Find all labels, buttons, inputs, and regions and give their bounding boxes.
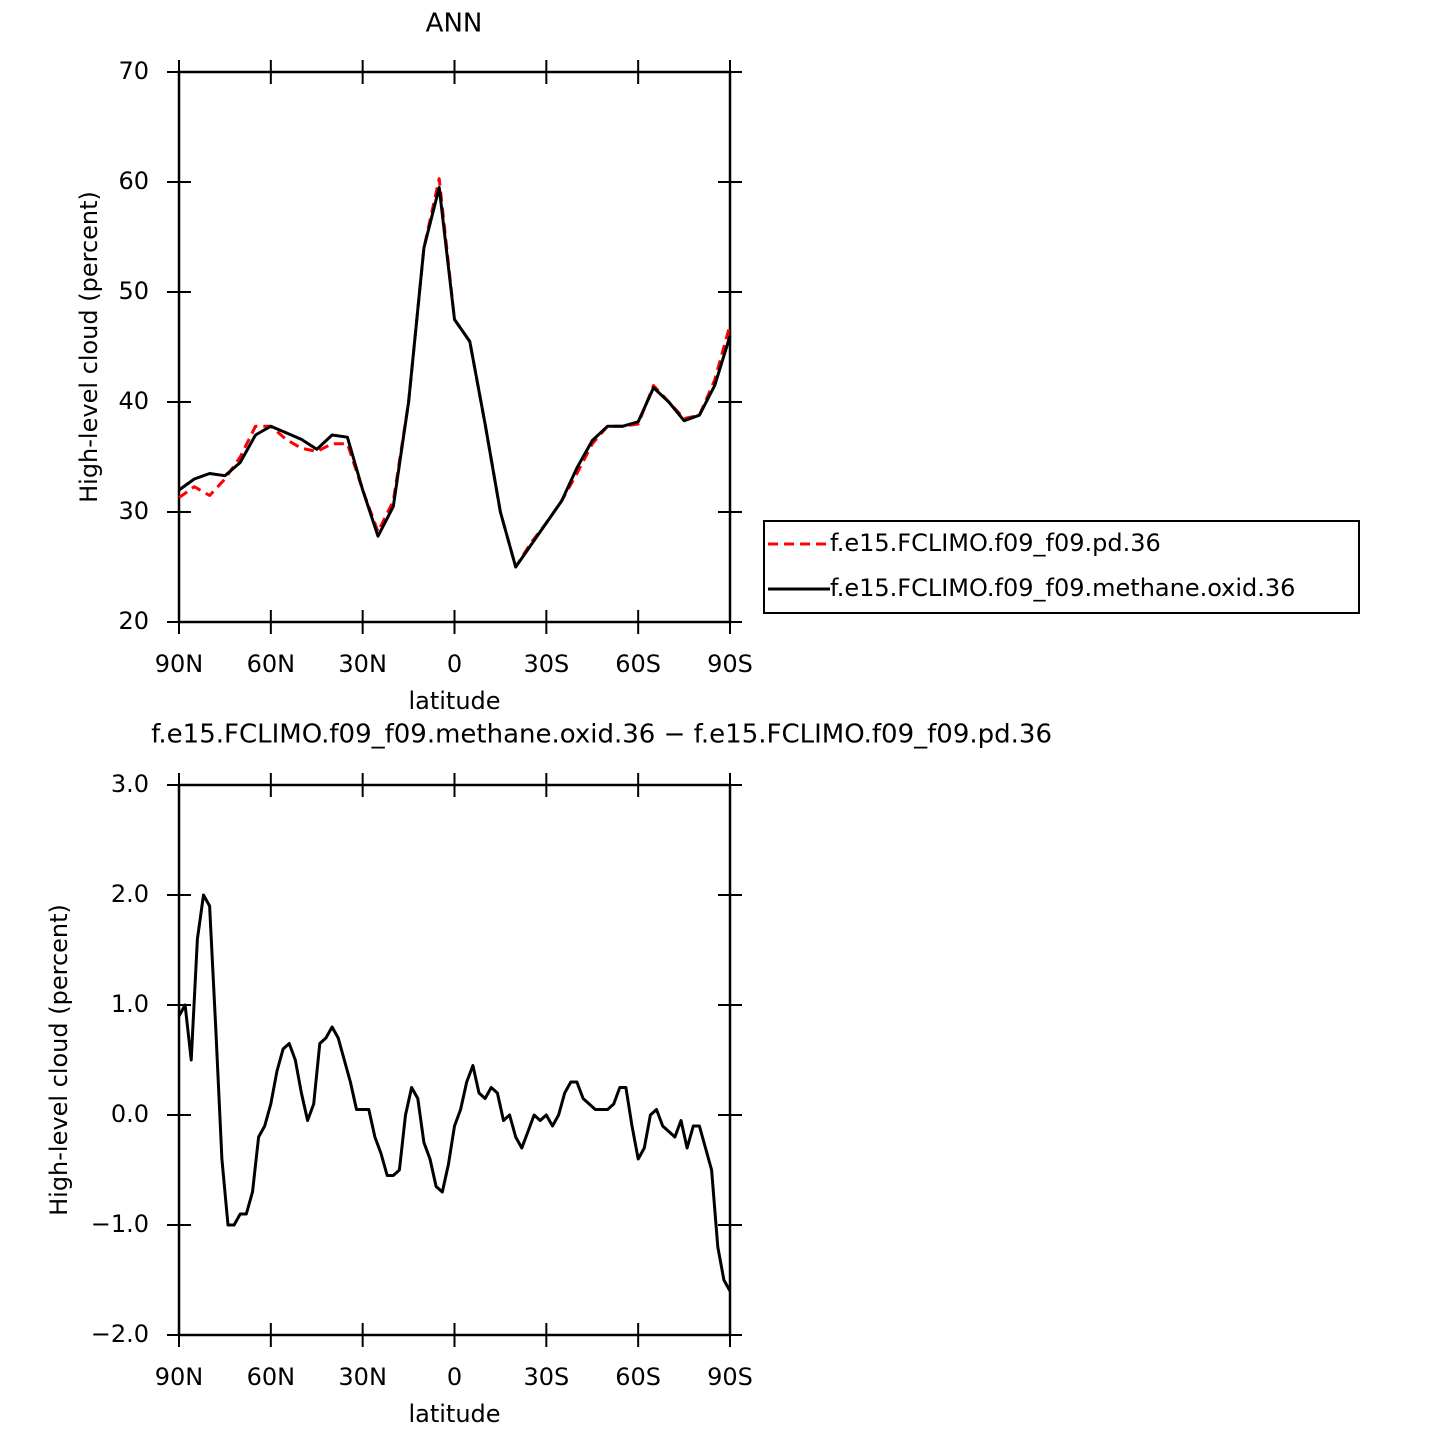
- x-axis-label: latitude: [408, 687, 500, 715]
- x-tick-label: 90N: [155, 650, 204, 678]
- data-line: [178, 186, 732, 569]
- legend-label: f.e15.FCLIMO.f09_f09.pd.36: [830, 529, 1161, 557]
- y-tick-label: −1.0: [91, 1210, 149, 1238]
- x-tick-label: 60S: [615, 1363, 661, 1391]
- y-tick-label: 60: [118, 167, 149, 195]
- data-line: [177, 893, 732, 1292]
- y-tick-label: 40: [118, 387, 149, 415]
- y-axis-label: High-level cloud (percent): [75, 191, 103, 503]
- y-tick-label: 70: [118, 57, 149, 85]
- y-tick-label: −2.0: [91, 1320, 149, 1348]
- legend-label: f.e15.FCLIMO.f09_f09.methane.oxid.36: [830, 574, 1295, 602]
- x-tick-label: 90S: [707, 650, 753, 678]
- x-tick-label: 30N: [338, 650, 387, 678]
- plot-frame: [177, 783, 732, 1337]
- x-axis-label: latitude: [408, 1400, 500, 1428]
- y-tick-label: 20: [118, 607, 149, 635]
- x-tick-label: 30N: [338, 1363, 387, 1391]
- y-tick-label: 30: [118, 497, 149, 525]
- chart-title: ANN: [426, 9, 483, 39]
- x-tick-label: 30S: [523, 1363, 569, 1391]
- data-line: [178, 177, 732, 569]
- y-tick-label: 1.0: [111, 990, 149, 1018]
- x-tick-label: 30S: [523, 650, 569, 678]
- y-tick-label: 2.0: [111, 880, 149, 908]
- x-tick-label: 60S: [615, 650, 661, 678]
- plot-frame: [177, 70, 732, 624]
- legend-box: [763, 520, 1360, 614]
- y-tick-label: 50: [118, 277, 149, 305]
- chart-title: f.e15.FCLIMO.f09_f09.methane.oxid.36 − f…: [151, 720, 1052, 750]
- y-axis-label: High-level cloud (percent): [45, 904, 73, 1216]
- y-tick-label: 3.0: [111, 770, 149, 798]
- x-tick-label: 0: [447, 650, 462, 678]
- x-tick-label: 60N: [247, 1363, 296, 1391]
- x-tick-label: 90N: [155, 1363, 204, 1391]
- y-tick-label: 0.0: [111, 1100, 149, 1128]
- x-tick-label: 90S: [707, 1363, 753, 1391]
- x-tick-label: 0: [447, 1363, 462, 1391]
- x-tick-label: 60N: [247, 650, 296, 678]
